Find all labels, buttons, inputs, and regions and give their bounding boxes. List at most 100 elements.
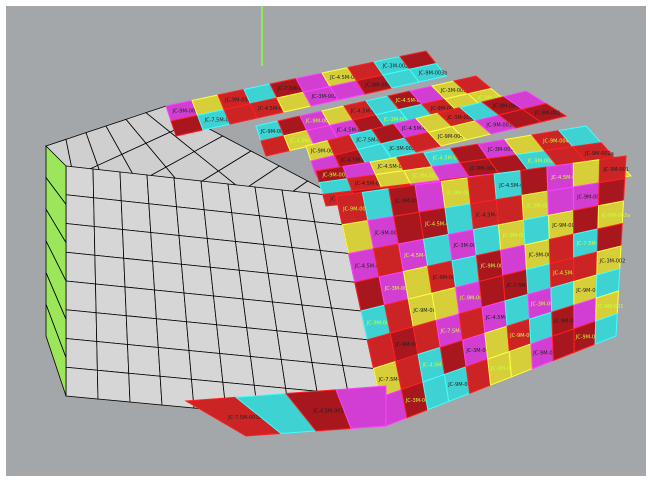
- panel-label: JC-7.5M-003b: [204, 118, 239, 124]
- panel-label: JC-9M-002b: [480, 264, 510, 270]
- shell-facet: [148, 203, 180, 236]
- shell-facet: [157, 347, 192, 380]
- shell-facet: [125, 315, 159, 348]
- panel-label: JC-3M-001: [453, 243, 480, 249]
- shell-facet: [216, 324, 251, 357]
- panel-label: JC-7.5M-003b: [440, 328, 475, 334]
- shell-facet: [65, 280, 97, 314]
- panel-label: JC-4.5M-001: [485, 315, 516, 321]
- panel-label: JC-9M-004a: [364, 82, 394, 88]
- panel-label: JC-9M-002b: [172, 109, 202, 115]
- panel-label: JC-4.5M-003a: [550, 175, 584, 181]
- panel-label: JC-3M-001: [525, 203, 552, 209]
- panel-label: JC-9M-004b: [432, 275, 462, 281]
- panel-label: JC-9M-003a: [321, 173, 351, 179]
- panel-label: JC-9M-003b: [553, 319, 583, 325]
- gray-shell-surface: [45, 105, 387, 427]
- shell-facet: [65, 223, 96, 256]
- panel-label: JC-4.5M-002b: [377, 164, 412, 170]
- shell-facet: [238, 269, 273, 303]
- panel: [444, 203, 475, 235]
- panel: [520, 166, 549, 196]
- shell-facet: [93, 226, 125, 259]
- panel-label: JC-4.5M-003a: [403, 253, 437, 259]
- panel-label: JC-9M-003a: [446, 191, 476, 197]
- shell-facet: [154, 289, 187, 323]
- panel-label: JC-9M-003b: [490, 366, 520, 372]
- panel-label: JC-4.5M-001: [257, 106, 288, 112]
- panel-label: JC-9M-002b: [527, 158, 557, 164]
- shell-facet: [120, 200, 152, 233]
- shell-facet: [119, 171, 150, 205]
- shell-facet: [272, 301, 308, 335]
- shell-facet: [219, 353, 255, 386]
- shell-facet: [95, 312, 128, 345]
- panel-label: JC-4.5M-001: [312, 409, 343, 415]
- panel-label: JC-7.5M-003b: [378, 377, 413, 383]
- shell-facet: [127, 344, 161, 377]
- shell-facet: [235, 241, 269, 274]
- shell-facet: [146, 174, 177, 208]
- shell-facet: [124, 286, 157, 320]
- shell-facet: [176, 206, 208, 239]
- panel-label: JC-9M-002b: [412, 308, 442, 314]
- shell-facet: [150, 232, 182, 265]
- panel-label: JC-4.5M-003a: [336, 128, 370, 134]
- panel-label: JC-3M-002: [599, 258, 626, 264]
- 3d-viewport[interactable]: JC-9M-002b JC-7.5M-003b JC-9M-002a JC-4.5M-…: [6, 6, 646, 476]
- panel-label: JC-4.5M-002b: [350, 108, 385, 114]
- panel: [467, 173, 497, 205]
- shell-facet: [128, 372, 163, 406]
- panel-label: JC-9M-004a: [509, 333, 539, 339]
- panel-label: JC-9M-003b: [342, 206, 372, 212]
- shell-facet: [94, 254, 126, 288]
- panel-label: JC-9M-002b: [551, 223, 581, 229]
- panel-label: JC-4.5M-001: [340, 158, 371, 164]
- panel-label: JC-9M-004b: [430, 106, 460, 112]
- shell-facet: [65, 338, 98, 371]
- panel-label: JC-9M-002a: [459, 296, 489, 302]
- panel-label: JC-7.5M-003b: [355, 137, 390, 143]
- panel-label: JC-3M-001: [383, 117, 410, 123]
- shell-facet: [92, 168, 122, 202]
- panel-label: JC-9M-004a: [575, 288, 605, 294]
- shell-facet: [231, 212, 265, 245]
- panel-label: JC-7.5M-003b: [506, 283, 541, 289]
- shell-facet: [65, 309, 98, 342]
- shell-facet: [203, 209, 236, 242]
- shell-facet: [227, 183, 260, 217]
- panel-label: JC-3M-001: [384, 286, 411, 292]
- shell-facet: [246, 327, 282, 360]
- panel-label: JC-9M-002b: [477, 95, 507, 101]
- panel-label: JC-4.5M-003a: [475, 212, 509, 218]
- panel-label: JC-4.5M-003a: [354, 181, 388, 187]
- shell-facet: [96, 369, 131, 403]
- shell-facet: [93, 197, 123, 230]
- panel-label: JC-9M-004b: [502, 233, 532, 239]
- panel-label: JC-4.5M-001: [552, 271, 583, 277]
- shell-facet: [122, 229, 154, 262]
- panel-label: JC-9M-004b: [469, 166, 499, 172]
- panel: [521, 102, 568, 123]
- panel-label: JC-9M-004b: [366, 320, 396, 326]
- shell-facet: [95, 283, 127, 317]
- panel-label: JC-9M-002a: [224, 97, 254, 103]
- shell-facet: [183, 292, 218, 326]
- shell-facet: [152, 260, 185, 294]
- panel-label: JC-3M-002: [382, 64, 409, 70]
- panel-label: JC-3M-001: [440, 88, 467, 94]
- shell-facet: [206, 238, 240, 271]
- panel: [594, 312, 618, 345]
- panel-label: JC-4.5M-001: [329, 75, 360, 81]
- shell-facet: [209, 266, 244, 300]
- panel: [361, 188, 395, 222]
- shell-facet: [242, 298, 278, 332]
- panel-label: JC-4.5M-002b: [424, 221, 459, 227]
- shell-facet: [200, 180, 233, 214]
- panel-label: JC-3M-002: [388, 146, 415, 152]
- panel-label: JC-4.5M-003a: [395, 98, 429, 104]
- panel: [335, 385, 387, 430]
- panel-label: JC-9M-002a: [601, 213, 631, 219]
- panel-label: JC-9M-002a: [310, 149, 340, 155]
